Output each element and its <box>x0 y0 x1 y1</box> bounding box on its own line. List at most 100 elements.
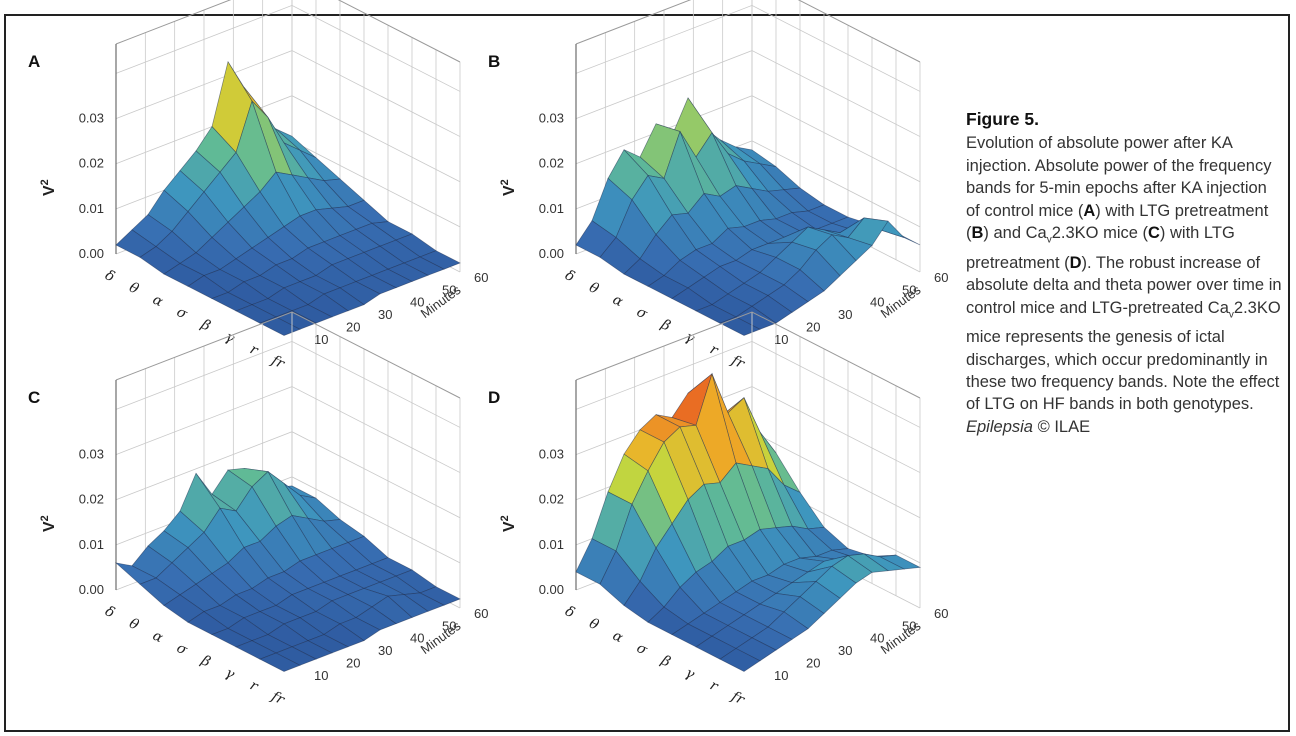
y-axis-label: Minutes <box>418 282 464 321</box>
caption-fragment: ) with LTG pretreatment ( <box>966 224 1235 272</box>
caption-fragment: Evolution of absolute power after KA inj… <box>966 134 1272 220</box>
surface-mesh <box>575 372 922 672</box>
z-tick-label: 0.01 <box>539 201 564 216</box>
y-axis-label: Minutes <box>418 618 464 657</box>
wall-top <box>115 311 461 399</box>
caption-panel-ref: C <box>1148 224 1160 243</box>
gridline <box>575 50 921 137</box>
x-tick-label: r <box>247 341 261 359</box>
figure-frame: A 0.00 0.01 0.02 0.03 V2 δ θ α σ β γ r fr 10 20 30 40 50 6… <box>4 0 1290 732</box>
x-tick-label: β <box>658 652 673 670</box>
caption-subscript: v <box>1046 234 1052 246</box>
x-tick-label: α <box>150 628 166 647</box>
surface-chart-d: 0.000.010.020.03V2δθασβγrfr102030405060M… <box>499 311 948 709</box>
z-tick-label: 0.00 <box>539 582 564 597</box>
panel-d: D 0.00 0.01 0.02 0.03 V2 δ θ α σ β γ r fr 10 20 30 40 50 6… <box>478 311 948 724</box>
caption-text: Evolution of absolute power after KA inj… <box>966 134 1282 413</box>
z-tick-label: 0.02 <box>539 492 564 507</box>
panel-letter: C <box>28 388 41 407</box>
x-tick-label: fr <box>728 352 748 373</box>
surface-mesh <box>575 97 921 336</box>
x-tick-label: θ <box>586 280 601 298</box>
surface-chart-b: 0.000.010.020.03V2δθασβγrfr102030405060M… <box>499 0 948 373</box>
panel-b: B 0.00 0.01 0.02 0.03 V2 δ θ α σ β γ r fr 10 20 30 40 50 6… <box>478 0 948 388</box>
z-tick-label: 0.01 <box>539 537 564 552</box>
x-tick-label: α <box>610 628 626 647</box>
y-tick-label: 60 <box>934 606 948 621</box>
y-tick-label: 60 <box>474 606 488 621</box>
panel-a: A 0.00 0.01 0.02 0.03 V2 δ θ α σ β γ r fr 10 20 30 40 50 6… <box>18 0 488 388</box>
x-tick-label: β <box>658 316 673 334</box>
y-tick-label: 50 <box>902 618 916 633</box>
z-tick-label: 0.02 <box>79 156 104 171</box>
y-tick-label: 40 <box>410 631 424 646</box>
surface-mesh <box>114 467 461 672</box>
y-tick-label: 40 <box>870 631 884 646</box>
gridline <box>115 431 461 519</box>
x-tick-label: θ <box>586 616 601 634</box>
journal-name: Epilepsia <box>966 417 1033 436</box>
x-tick-label: σ <box>634 640 650 659</box>
gridline <box>575 95 921 183</box>
z-tick-label: 0.02 <box>79 492 104 507</box>
y-tick-label: 10 <box>314 668 328 683</box>
panel-c: C 0.00 0.01 0.02 0.03 V2 δ θ α σ β γ r fr 10 20 30 40 50 6… <box>18 311 488 724</box>
x-tick-label: σ <box>634 304 650 323</box>
gridline <box>115 386 461 473</box>
z-axis-label: V2 <box>499 179 518 196</box>
x-tick-label: β <box>198 316 213 334</box>
panel-letter: A <box>28 52 41 71</box>
x-tick-label: r <box>707 341 721 359</box>
y-tick-label: 20 <box>346 319 360 334</box>
figure-caption: Figure 5. Evolution of absolute power af… <box>966 108 1284 438</box>
gridline <box>575 340 921 428</box>
y-tick-label: 20 <box>806 319 820 334</box>
z-axis-label: V2 <box>39 179 58 196</box>
y-tick-label: 60 <box>474 270 488 285</box>
x-tick-label: α <box>610 292 626 311</box>
y-axis-label: Minutes <box>878 618 924 657</box>
x-tick-label: δ <box>562 603 577 621</box>
x-tick-label: σ <box>174 640 190 659</box>
caption-panel-ref: A <box>1083 201 1096 220</box>
caption-panel-ref: D <box>1069 253 1082 272</box>
z-tick-label: 0.01 <box>79 201 104 216</box>
z-tick-label: 0.00 <box>539 246 564 261</box>
journal-credit: Epilepsia © ILAE <box>966 416 1284 438</box>
surface-mesh <box>115 60 461 336</box>
surface-cell <box>259 652 301 672</box>
caption-fragment: ) and Ca <box>983 224 1047 243</box>
surface-chart-a: 0.000.010.020.03V2δθασβγrfr102030405060M… <box>39 0 488 373</box>
gridline <box>575 4 921 92</box>
y-tick-label: 20 <box>806 655 820 670</box>
y-tick-label: 10 <box>314 332 328 347</box>
copyright-icon: © <box>1037 417 1050 436</box>
surface-cell <box>719 316 761 336</box>
z-tick-label: 0.01 <box>79 537 104 552</box>
z-tick-label: 0.00 <box>79 582 104 597</box>
y-tick-label: 10 <box>774 668 788 683</box>
x-tick-label: fr <box>268 352 288 373</box>
y-tick-label: 50 <box>442 618 456 633</box>
x-tick-label: β <box>198 652 213 670</box>
z-tick-label: 0.00 <box>79 246 104 261</box>
y-tick-label: 20 <box>346 655 360 670</box>
y-tick-label: 50 <box>902 282 916 297</box>
x-tick-label: r <box>707 677 721 695</box>
x-tick-label: fr <box>728 688 748 709</box>
gridline <box>115 50 461 137</box>
z-axis-label: V2 <box>499 515 518 532</box>
y-tick-label: 50 <box>442 282 456 297</box>
gridline <box>115 4 461 92</box>
y-tick-label: 40 <box>870 295 884 310</box>
x-tick-label: θ <box>126 616 141 634</box>
x-tick-label: γ <box>682 665 697 683</box>
caption-fragment: ) with LTG pretreatment ( <box>966 201 1269 243</box>
surface-cell <box>259 316 301 336</box>
y-tick-label: 10 <box>774 332 788 347</box>
gridline <box>115 95 461 183</box>
x-tick-label: θ <box>126 280 141 298</box>
caption-panel-ref: B <box>971 224 984 243</box>
caption-subscript: v <box>1228 308 1234 320</box>
